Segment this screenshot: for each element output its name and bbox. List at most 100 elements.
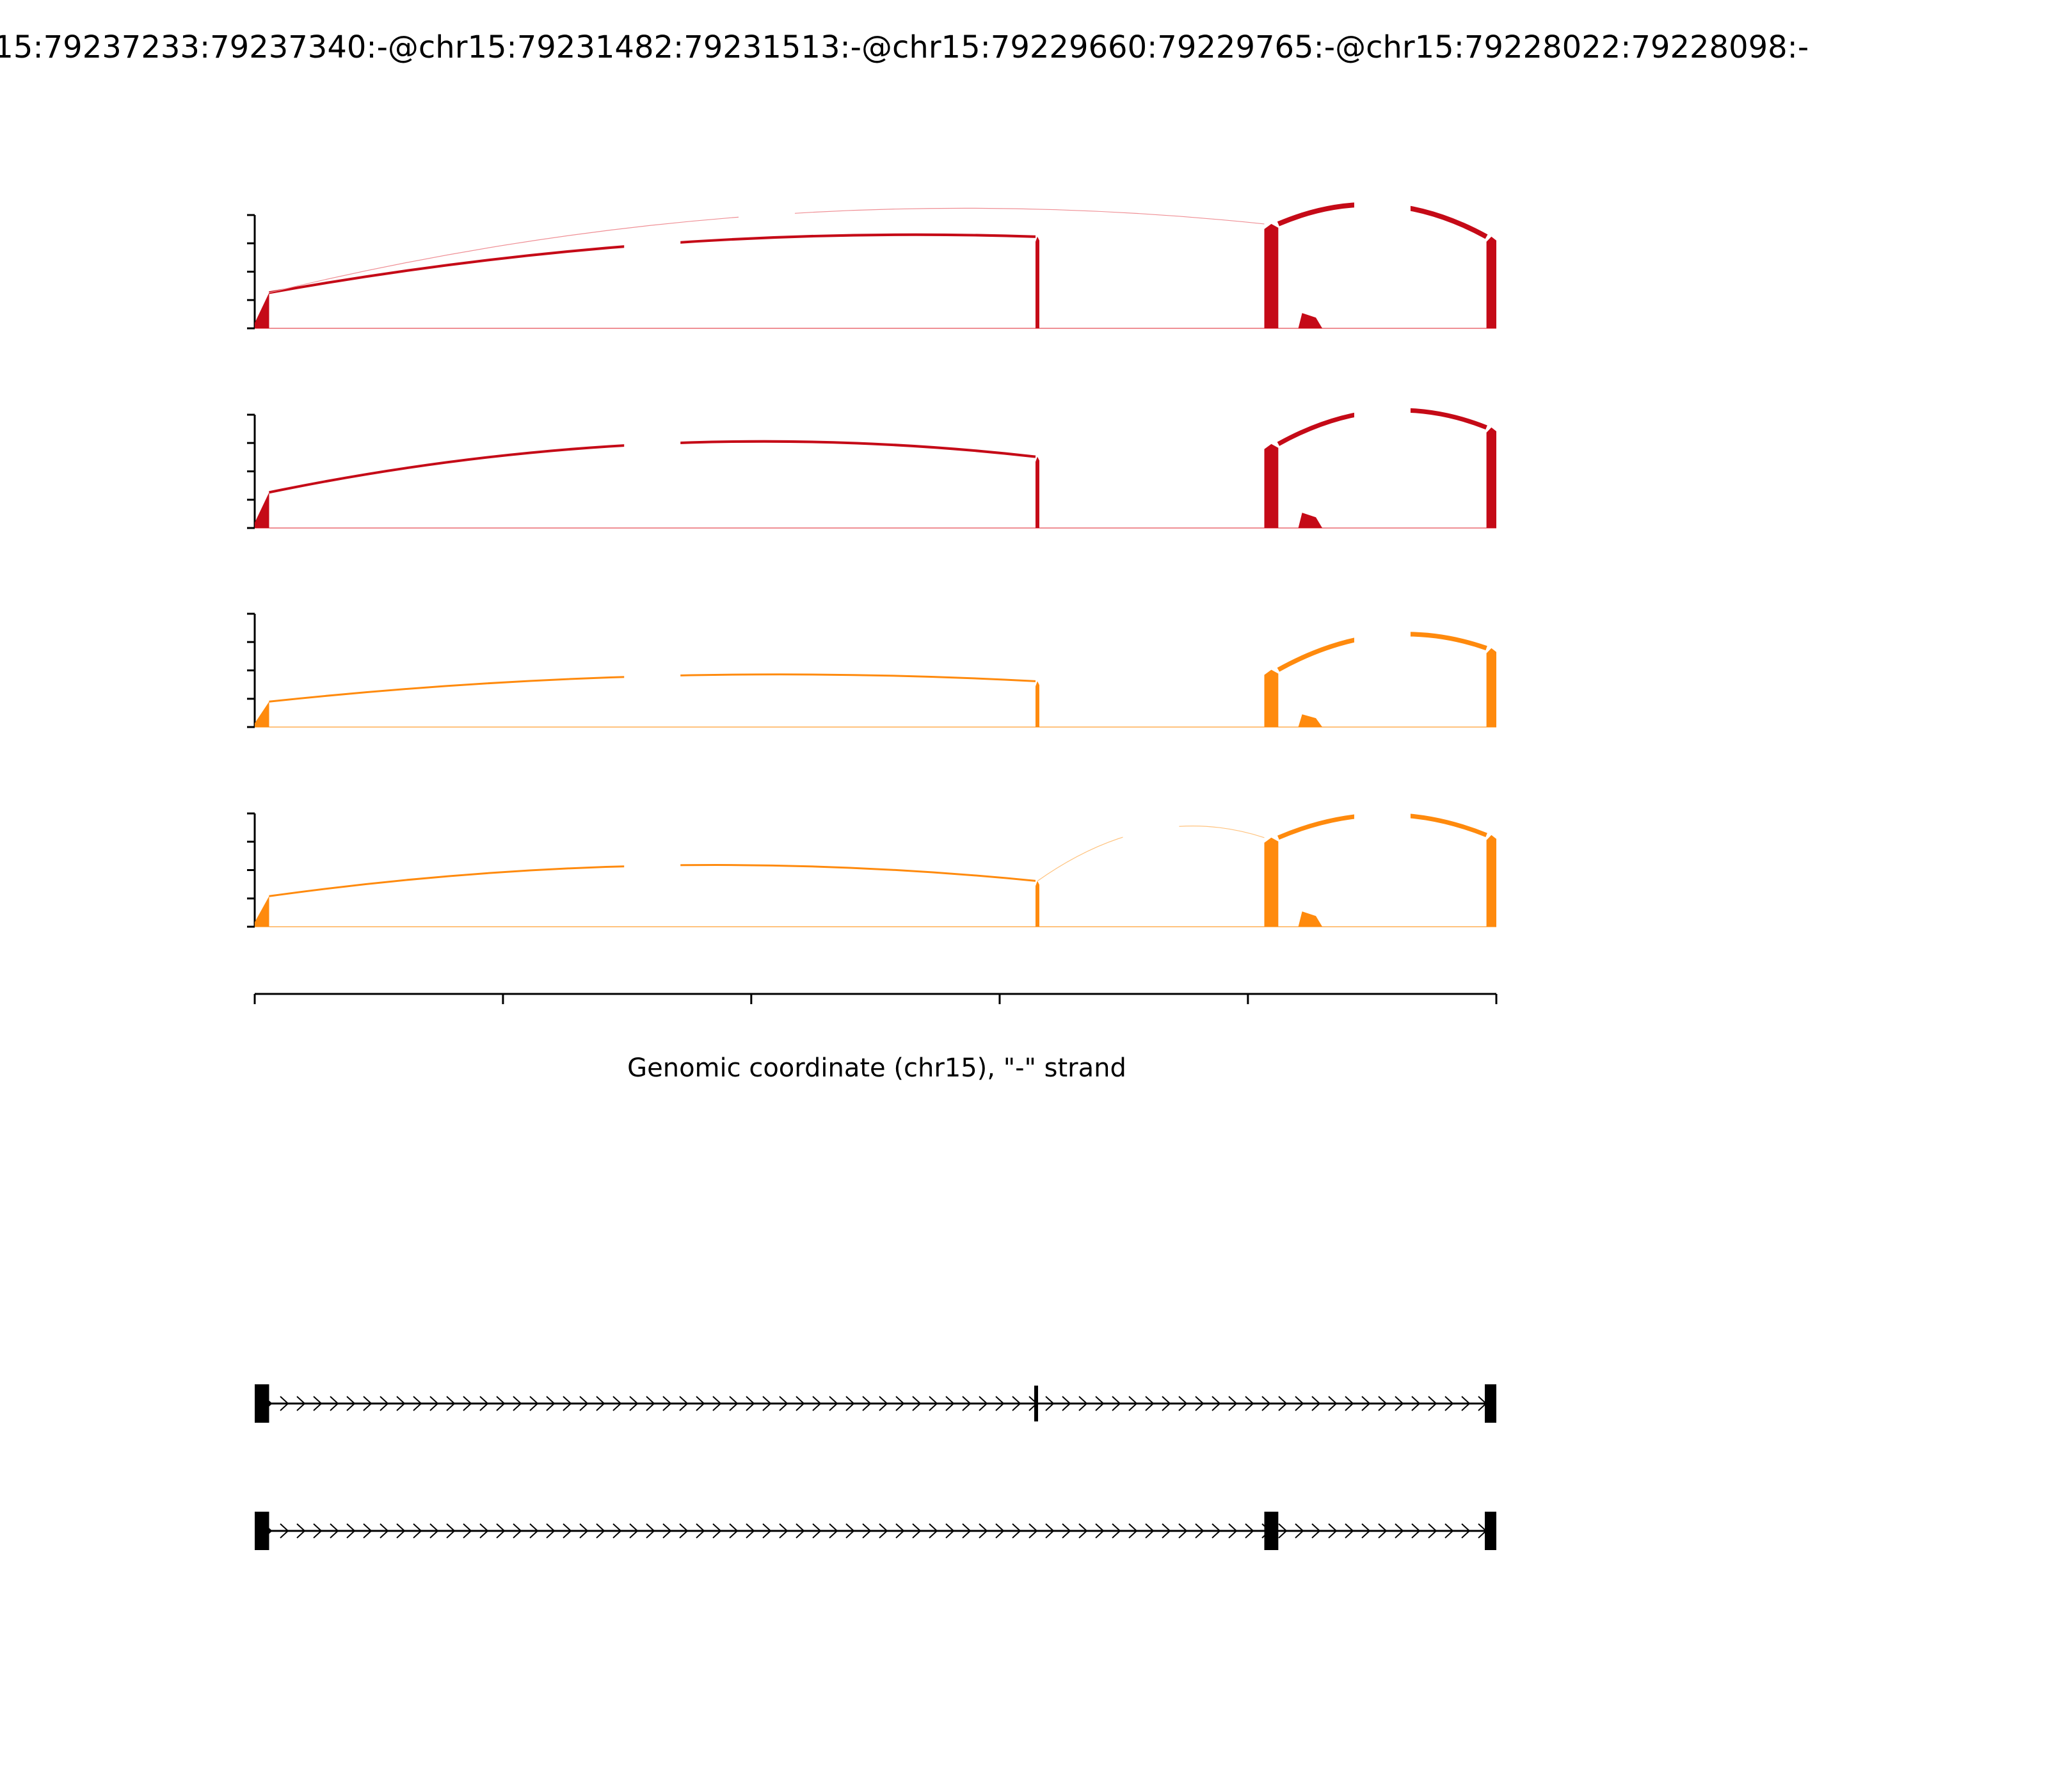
strand-chevron	[1428, 1396, 1437, 1411]
strand-chevron	[1078, 1523, 1088, 1539]
strand-chevron	[1461, 1396, 1471, 1411]
strand-chevron	[995, 1396, 1005, 1411]
strand-chevron	[679, 1523, 689, 1539]
strand-chevron	[1095, 1523, 1105, 1539]
isoform-track-2	[255, 1512, 1496, 1550]
strand-chevron	[463, 1523, 472, 1539]
strand-chevron	[1378, 1523, 1388, 1539]
strand-chevron	[446, 1396, 456, 1411]
strand-chevron	[929, 1396, 938, 1411]
coverage-peak	[1264, 669, 1279, 727]
strand-chevron	[779, 1523, 788, 1539]
strand-chevron	[962, 1523, 972, 1539]
strand-chevron	[579, 1396, 589, 1411]
junction-label-bg	[624, 660, 681, 687]
strand-chevron	[1395, 1396, 1404, 1411]
strand-chevron	[1328, 1396, 1338, 1411]
strand-chevron	[396, 1396, 406, 1411]
junction-label-bg	[1354, 189, 1411, 216]
strand-chevron	[729, 1523, 739, 1539]
strand-chevron	[546, 1523, 556, 1539]
strand-chevron	[346, 1523, 356, 1539]
strand-chevron	[779, 1396, 788, 1411]
coverage-peak	[1298, 714, 1323, 727]
coverage-peak	[1035, 456, 1039, 528]
strand-chevron	[646, 1523, 655, 1539]
strand-chevron	[1012, 1523, 1021, 1539]
strand-chevron	[1045, 1523, 1055, 1539]
junction-label-bg	[624, 428, 681, 454]
strand-chevron	[429, 1396, 439, 1411]
strand-chevron	[1128, 1396, 1138, 1411]
strand-chevron	[396, 1523, 406, 1539]
coverage-panel-3	[247, 612, 1496, 728]
strand-chevron	[1311, 1396, 1321, 1411]
strand-chevron	[1178, 1396, 1188, 1411]
strand-chevron	[1328, 1523, 1338, 1539]
strand-chevron	[696, 1396, 705, 1411]
strand-chevron	[546, 1396, 556, 1411]
strand-chevron	[995, 1523, 1005, 1539]
strand-chevron	[829, 1523, 838, 1539]
strand-chevron	[1228, 1523, 1238, 1539]
strand-chevron	[496, 1523, 506, 1539]
strand-chevron	[296, 1396, 306, 1411]
strand-chevron	[513, 1396, 522, 1411]
exon-block	[1034, 1386, 1038, 1421]
isoform-tracks	[255, 1384, 1496, 1550]
coverage-peak	[1486, 236, 1496, 328]
strand-chevron	[313, 1523, 323, 1539]
strand-chevron	[479, 1523, 489, 1539]
strand-chevron	[845, 1523, 855, 1539]
junction-label-bg	[738, 200, 795, 225]
strand-chevron	[696, 1523, 705, 1539]
coverage-peak	[1264, 223, 1279, 328]
strand-chevron	[579, 1523, 589, 1539]
strand-chevron	[280, 1396, 289, 1411]
strand-chevron	[1311, 1523, 1321, 1539]
strand-chevron	[1345, 1523, 1354, 1539]
exon-block	[255, 1512, 269, 1550]
strand-chevron	[1162, 1396, 1171, 1411]
strand-chevron	[529, 1396, 539, 1411]
strand-chevron	[529, 1523, 539, 1539]
junction-label-bg	[624, 850, 681, 876]
strand-chevron	[446, 1523, 456, 1539]
strand-chevron	[330, 1396, 339, 1411]
strand-chevron	[1245, 1523, 1254, 1539]
isoform-track-1	[255, 1384, 1496, 1423]
strand-chevron	[895, 1523, 905, 1539]
strand-chevron	[363, 1396, 372, 1411]
strand-chevron	[812, 1523, 822, 1539]
coverage-peak	[1264, 444, 1279, 528]
coverage-peak	[1035, 236, 1039, 328]
strand-chevron	[280, 1523, 289, 1539]
coverage-peak	[255, 701, 269, 727]
strand-chevron	[679, 1396, 689, 1411]
strand-chevron	[845, 1396, 855, 1411]
strand-chevron	[1261, 1396, 1271, 1411]
strand-chevron	[662, 1396, 672, 1411]
strand-chevron	[1062, 1396, 1071, 1411]
strand-chevron	[363, 1523, 372, 1539]
coverage-peak	[1298, 513, 1323, 528]
coverage-panel-2	[247, 396, 1496, 529]
strand-chevron	[463, 1396, 472, 1411]
strand-chevron	[796, 1523, 805, 1539]
strand-chevron	[729, 1396, 739, 1411]
strand-chevron	[612, 1396, 622, 1411]
strand-chevron	[712, 1523, 722, 1539]
junction-label-bg	[1354, 799, 1411, 825]
strand-chevron	[662, 1523, 672, 1539]
strand-chevron	[879, 1523, 888, 1539]
strand-chevron	[612, 1523, 622, 1539]
strand-chevron	[812, 1396, 822, 1411]
coverage-peak	[1486, 835, 1496, 927]
figure-title: chr15:79237233:79237340:-@chr15:79231482…	[0, 29, 1809, 65]
strand-chevron	[979, 1523, 988, 1539]
coverage-peak	[1486, 648, 1496, 727]
junction-label-bg	[1354, 396, 1411, 422]
strand-chevron	[1411, 1396, 1421, 1411]
strand-chevron	[380, 1396, 389, 1411]
